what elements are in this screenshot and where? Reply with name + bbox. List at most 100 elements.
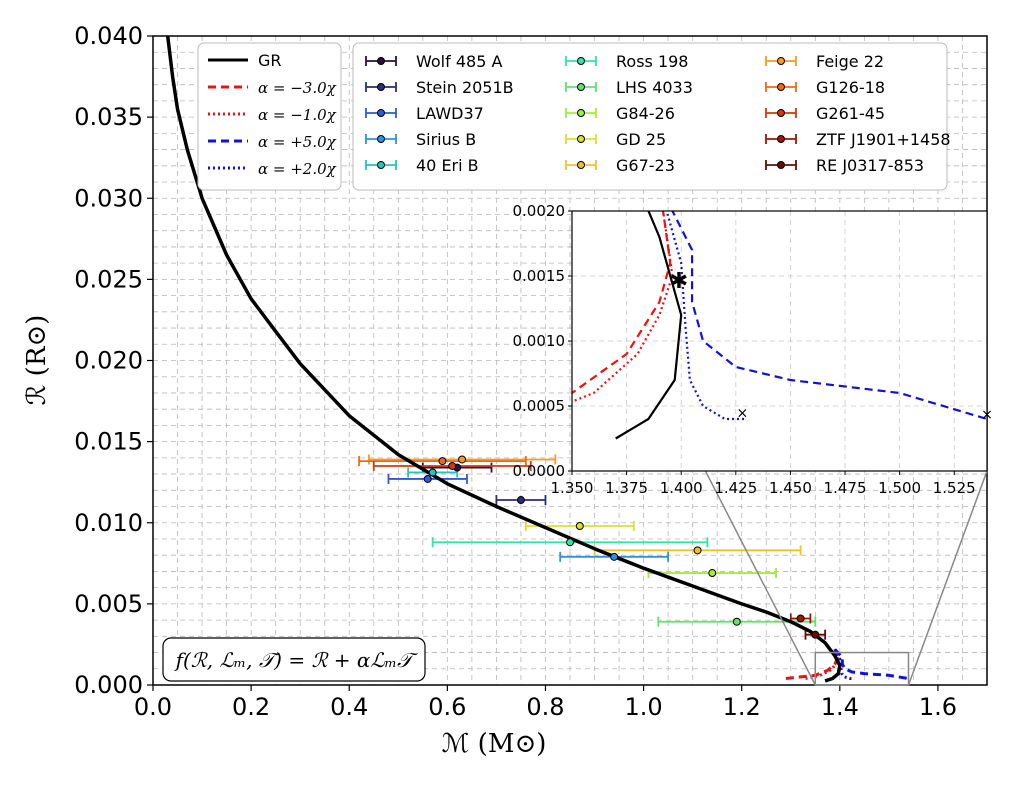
data-point bbox=[438, 457, 447, 466]
inset-x-tick-label: 1.425 bbox=[714, 479, 757, 497]
data-point bbox=[428, 468, 437, 477]
main-plot-area bbox=[165, 35, 909, 683]
inset-y-tick-label: 0.0000 bbox=[513, 462, 566, 480]
legend-label: α = +5.0χ bbox=[258, 133, 337, 151]
x-marker: × bbox=[737, 406, 749, 422]
y-axis-ticks: 0.000 0.005 0.010 0.015 0.020 0.025 0.030 0.035… bbox=[74, 22, 153, 699]
observation-legend: Wolf 485 A Stein 2051B LAWD37 Sirius B 40 Er… bbox=[352, 42, 951, 191]
model-legend-box bbox=[197, 42, 342, 191]
legend-label: Stein 2051B bbox=[416, 78, 514, 97]
inset-x-tick-label: 1.350 bbox=[551, 479, 594, 497]
legend-label: ZTF J1901+1458 bbox=[816, 130, 951, 149]
legend-label: α = −1.0χ bbox=[258, 106, 337, 124]
legend-label: Feige 22 bbox=[816, 52, 884, 71]
series-line bbox=[572, 211, 672, 395]
data-point bbox=[732, 617, 741, 626]
legend-marker bbox=[577, 135, 585, 143]
legend-marker bbox=[777, 109, 785, 117]
series-line bbox=[833, 648, 855, 680]
legend-marker bbox=[777, 83, 785, 91]
y-tick-label: 0.000 bbox=[74, 671, 143, 699]
legend-label: RE J0317-853 bbox=[816, 156, 924, 175]
x-tick-label: 0.2 bbox=[232, 693, 270, 721]
x-tick-label: 1.0 bbox=[625, 693, 663, 721]
inset-x-tick-label: 1.475 bbox=[824, 479, 867, 497]
legend-label: G67-23 bbox=[616, 156, 675, 175]
legend-marker bbox=[577, 161, 585, 169]
inset-x-tick-label: 1.375 bbox=[605, 479, 648, 497]
x-tick-label: 0.0 bbox=[134, 693, 172, 721]
legend-label: Wolf 485 A bbox=[416, 52, 502, 71]
series-line bbox=[572, 211, 674, 403]
data-point bbox=[693, 546, 702, 555]
series-line bbox=[785, 648, 839, 680]
observation-legend-box bbox=[352, 42, 948, 191]
legend-label: LHS 4033 bbox=[616, 78, 693, 97]
inset-y-tick-label: 0.0005 bbox=[513, 397, 566, 415]
legend-marker bbox=[377, 57, 385, 65]
y-tick-label: 0.015 bbox=[74, 428, 143, 456]
legend-label: G84-26 bbox=[616, 104, 675, 123]
legend-marker bbox=[377, 109, 385, 117]
legend-label: G261-45 bbox=[816, 104, 885, 123]
legend-label: Sirius B bbox=[416, 130, 476, 149]
legend-marker bbox=[377, 135, 385, 143]
series-line bbox=[833, 648, 909, 680]
star-marker: ✱ bbox=[670, 269, 688, 294]
y-tick-label: 0.010 bbox=[74, 509, 143, 537]
x-axis-label: ℳ (M⊙) bbox=[442, 729, 547, 759]
legend-label: GD 25 bbox=[616, 130, 666, 149]
legend-marker bbox=[377, 161, 385, 169]
legend-label: GR bbox=[258, 51, 282, 70]
legend-label: α = −3.0χ bbox=[258, 79, 337, 97]
inset-x-tick-label: 1.400 bbox=[660, 479, 703, 497]
zoom-region-box bbox=[814, 651, 910, 686]
x-axis-ticks: 0.0 0.2 0.4 0.6 0.8 1.0 1.2 1.4 1.6 bbox=[134, 685, 957, 721]
legend-label: LAWD37 bbox=[416, 104, 484, 123]
data-point bbox=[423, 474, 432, 483]
data-point bbox=[458, 455, 467, 464]
y-tick-label: 0.005 bbox=[74, 590, 143, 618]
x-tick-label: 0.6 bbox=[428, 693, 466, 721]
data-point bbox=[575, 521, 584, 530]
inset-x-tick-label: 1.500 bbox=[878, 479, 921, 497]
y-axis-label: ℛ (R⊙) bbox=[22, 315, 52, 406]
legend-label: Ross 198 bbox=[616, 52, 688, 71]
inset-curves bbox=[572, 211, 987, 440]
legend-marker bbox=[777, 135, 785, 143]
y-tick-label: 0.035 bbox=[74, 103, 143, 131]
x-tick-label: 0.8 bbox=[526, 693, 564, 721]
data-point bbox=[708, 569, 717, 578]
legend-marker bbox=[777, 57, 785, 65]
data-point bbox=[610, 552, 619, 561]
x-tick-label: 1.6 bbox=[919, 693, 957, 721]
y-tick-label: 0.030 bbox=[74, 184, 143, 212]
legend-marker bbox=[577, 83, 585, 91]
data-point bbox=[566, 538, 574, 547]
legend-marker bbox=[777, 161, 785, 169]
inset-y-tick-label: 0.0015 bbox=[513, 267, 566, 285]
legend-marker bbox=[577, 57, 585, 65]
legend-marker bbox=[577, 109, 585, 117]
x-tick-label: 1.4 bbox=[821, 693, 859, 721]
formula-box bbox=[162, 637, 426, 682]
data-point bbox=[811, 630, 820, 639]
x-tick-label: 0.4 bbox=[330, 693, 368, 721]
y-tick-label: 0.025 bbox=[74, 265, 143, 293]
inset-y-tick-label: 0.0010 bbox=[513, 332, 566, 350]
zoom-connector bbox=[907, 470, 988, 686]
inset-y-tick-label: 0.0020 bbox=[513, 202, 566, 220]
formula-text: f(ℛ, ℒₘ, 𝒯) = ℛ + αℒₘ𝒯 bbox=[174, 648, 419, 672]
data-point bbox=[796, 614, 805, 623]
model-legend: GR α = −3.0χ α = −1.0χ α = +5.0χ α = +2.0χ bbox=[197, 42, 342, 191]
x-tick-label: 1.2 bbox=[723, 693, 761, 721]
y-tick-label: 0.020 bbox=[74, 347, 143, 375]
data-point bbox=[448, 461, 457, 470]
inset-x-tick-label: 1.450 bbox=[769, 479, 812, 497]
legend-label: G126-18 bbox=[816, 78, 885, 97]
series-line bbox=[165, 35, 842, 683]
y-tick-label: 0.040 bbox=[74, 22, 143, 50]
inset-x-tick-label: 1.525 bbox=[933, 479, 976, 497]
legend-label: α = +2.0χ bbox=[258, 160, 337, 178]
